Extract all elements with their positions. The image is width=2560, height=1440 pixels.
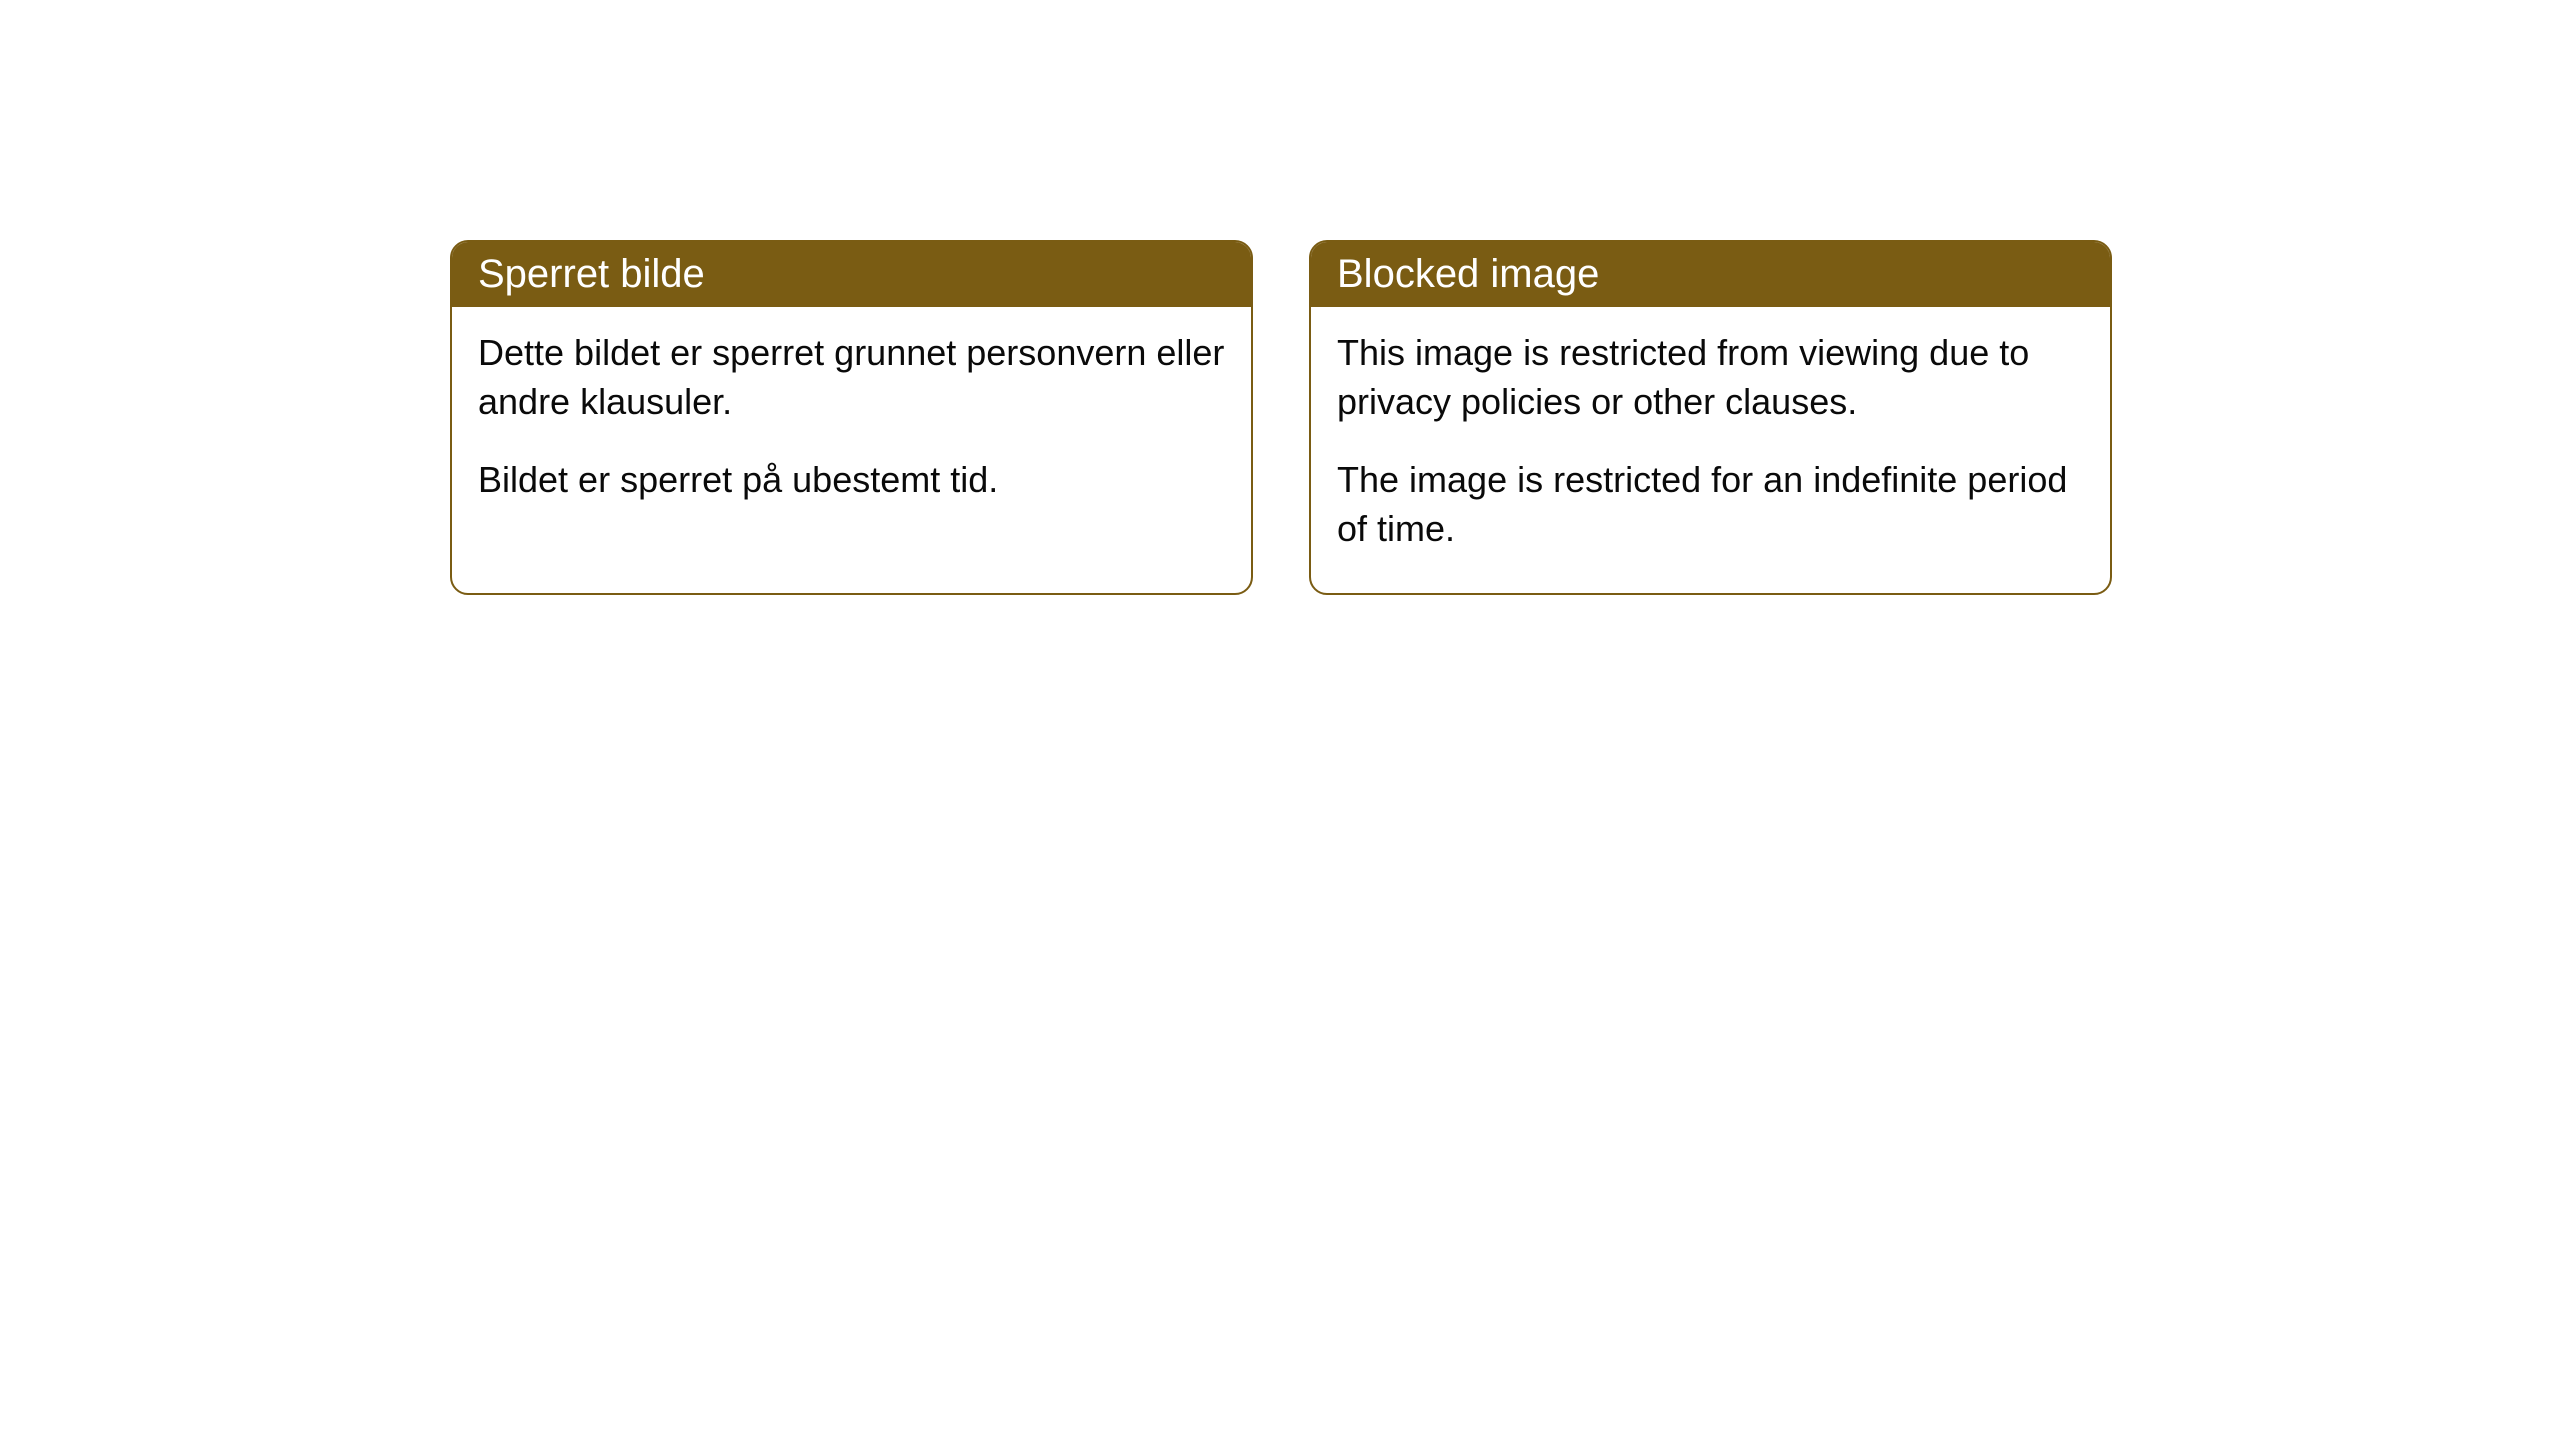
card-paragraph-1: Dette bildet er sperret grunnet personve…: [478, 329, 1225, 426]
card-body: Dette bildet er sperret grunnet personve…: [452, 307, 1251, 545]
card-header: Blocked image: [1311, 242, 2110, 307]
card-paragraph-2: The image is restricted for an indefinit…: [1337, 456, 2084, 553]
card-title: Sperret bilde: [478, 252, 705, 296]
blocked-image-card-english: Blocked image This image is restricted f…: [1309, 240, 2112, 595]
blocked-image-card-norwegian: Sperret bilde Dette bildet er sperret gr…: [450, 240, 1253, 595]
card-body: This image is restricted from viewing du…: [1311, 307, 2110, 593]
card-title: Blocked image: [1337, 252, 1599, 296]
notice-cards-container: Sperret bilde Dette bildet er sperret gr…: [450, 240, 2112, 595]
card-header: Sperret bilde: [452, 242, 1251, 307]
card-paragraph-2: Bildet er sperret på ubestemt tid.: [478, 456, 1225, 505]
card-paragraph-1: This image is restricted from viewing du…: [1337, 329, 2084, 426]
